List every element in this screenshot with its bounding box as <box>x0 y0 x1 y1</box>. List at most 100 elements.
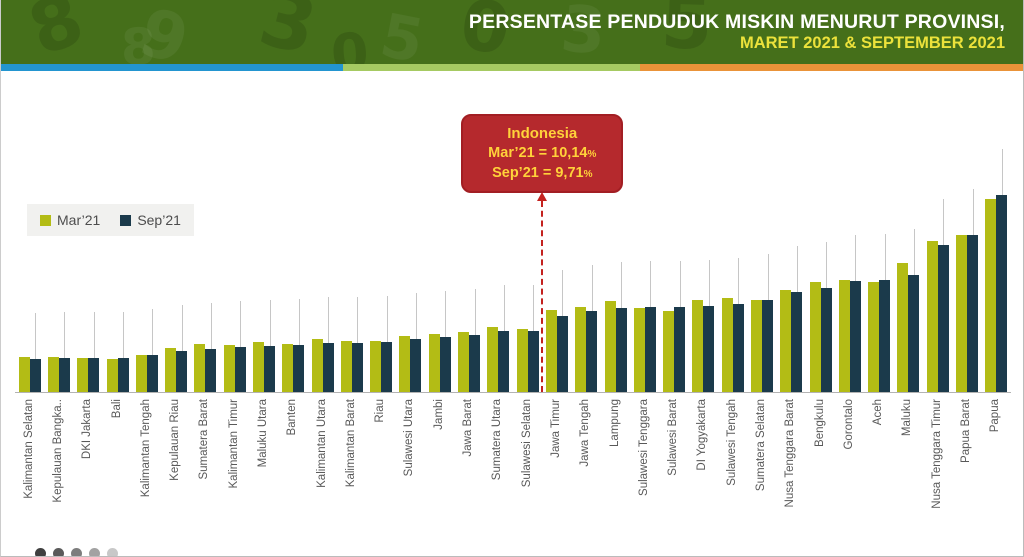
bar-mar21 <box>751 299 762 392</box>
bar-mar21 <box>516 328 528 392</box>
leader-line <box>415 293 417 339</box>
x-axis-label: Riau <box>374 399 387 423</box>
x-axis-label: Kalimantan Utara <box>315 399 328 488</box>
leader-line <box>269 300 271 347</box>
bar-sep21 <box>322 342 334 392</box>
legend-label-sep21: Sep’21 <box>137 212 181 228</box>
leader-line <box>796 246 798 293</box>
leader-line <box>708 260 710 307</box>
bar-sep21 <box>849 281 861 392</box>
pagination-dot-4[interactable] <box>89 548 100 556</box>
legend-swatch-mar21 <box>40 214 51 226</box>
bar-mar21 <box>282 344 294 392</box>
pagination-dot-3[interactable] <box>71 548 82 556</box>
bar-mar21 <box>604 301 616 392</box>
bar-sep21 <box>146 354 158 392</box>
pagination-dot-5[interactable] <box>107 548 118 556</box>
x-axis-label: Jawa Tengah <box>579 399 592 467</box>
bar-sep21 <box>527 330 539 392</box>
x-axis-label: Kalimantan Barat <box>344 399 357 488</box>
bar-mar21 <box>47 356 59 392</box>
bar-sep21 <box>762 299 773 392</box>
decor-digit: 5 <box>374 0 430 64</box>
leader-line <box>210 302 212 349</box>
bar-mar21 <box>487 327 499 392</box>
bar-chart: Mar’21 Sep’21 Indonesia Mar’21 = 10,14% … <box>1 71 1023 556</box>
leader-line <box>913 228 915 275</box>
leader-line <box>93 312 95 359</box>
leader-line <box>357 296 359 343</box>
leader-line <box>1001 148 1003 195</box>
leader-line <box>621 261 623 308</box>
pagination-dot-2[interactable] <box>53 548 64 556</box>
leader-line <box>591 265 593 311</box>
bar-mar21 <box>721 298 733 392</box>
pagination-dot-1[interactable] <box>35 548 46 556</box>
bar-sep21 <box>820 288 832 392</box>
stripe-segment-2 <box>639 64 1023 71</box>
bar-mar21 <box>340 340 352 392</box>
legend-label-mar21: Mar’21 <box>57 212 101 228</box>
bar-mar21 <box>135 354 147 392</box>
bar-sep21 <box>615 307 627 392</box>
x-axis-label: DI Yogyakarta <box>696 399 709 471</box>
bar-mar21 <box>165 347 177 392</box>
x-axis-label: Jawa Timur <box>549 399 562 458</box>
x-axis-label: DKI Jakarta <box>81 399 94 460</box>
bar-mar21 <box>370 340 382 392</box>
bar-sep21 <box>29 359 41 392</box>
x-axis-label: Sulawesi Utara <box>403 399 416 477</box>
x-axis-label: Bali <box>110 399 123 419</box>
bar-mar21 <box>809 282 821 392</box>
x-axis-label: Kepulauan Riau <box>169 399 182 481</box>
leader-line <box>386 295 388 342</box>
bar-mar21 <box>575 307 587 392</box>
legend-swatch-sep21 <box>120 214 132 226</box>
bar-mar21 <box>897 263 909 392</box>
bar-mar21 <box>18 357 30 392</box>
bar-sep21 <box>381 341 393 392</box>
bar-sep21 <box>996 194 1008 392</box>
leader-line <box>679 260 681 307</box>
callout-title: Indonesia <box>507 125 578 142</box>
slide-pagination <box>35 548 118 556</box>
x-axis-label: Sumatera Utara <box>491 399 504 481</box>
bar-mar21 <box>633 308 645 392</box>
bar-sep21 <box>498 330 510 392</box>
x-axis-label: Sulawesi Tenggara <box>637 399 650 496</box>
x-axis-label: Sulawesi Tengah <box>725 399 738 486</box>
x-axis-label: Kalimantan Selatan <box>22 399 35 499</box>
decor-digit: 8 <box>120 17 157 64</box>
bar-sep21 <box>117 358 129 392</box>
bar-sep21 <box>469 334 481 392</box>
leader-line <box>123 312 125 359</box>
bar-mar21 <box>399 336 411 392</box>
bar-sep21 <box>88 358 100 392</box>
x-axis-label: Maluku Utara <box>257 399 269 468</box>
bar-sep21 <box>674 306 686 392</box>
bar-mar21 <box>663 310 675 392</box>
bar-mar21 <box>77 358 89 392</box>
bar-mar21 <box>428 333 440 392</box>
bar-sep21 <box>644 307 656 392</box>
leader-line <box>503 284 505 331</box>
bar-mar21 <box>985 198 997 392</box>
bar-mar21 <box>868 281 880 392</box>
x-axis-label: Nusa Tenggara Barat <box>784 399 797 508</box>
bar-sep21 <box>967 234 979 392</box>
leader-line <box>152 308 154 355</box>
leader-line <box>64 312 66 359</box>
leader-line <box>240 300 242 347</box>
bar-sep21 <box>205 348 217 392</box>
national-divider-line <box>541 201 544 392</box>
chart-legend: Mar’21 Sep’21 <box>27 204 194 236</box>
x-axis-label: Papua <box>989 399 1002 433</box>
page-title: PERSENTASE PENDUDUK MISKIN MENURUT PROVI… <box>469 0 1005 64</box>
bar-sep21 <box>937 244 949 392</box>
bar-mar21 <box>311 339 323 392</box>
leader-line <box>884 234 886 281</box>
bar-mar21 <box>692 299 704 392</box>
x-axis-label: Banten <box>286 399 299 436</box>
decor-digit: 8 <box>18 0 94 64</box>
